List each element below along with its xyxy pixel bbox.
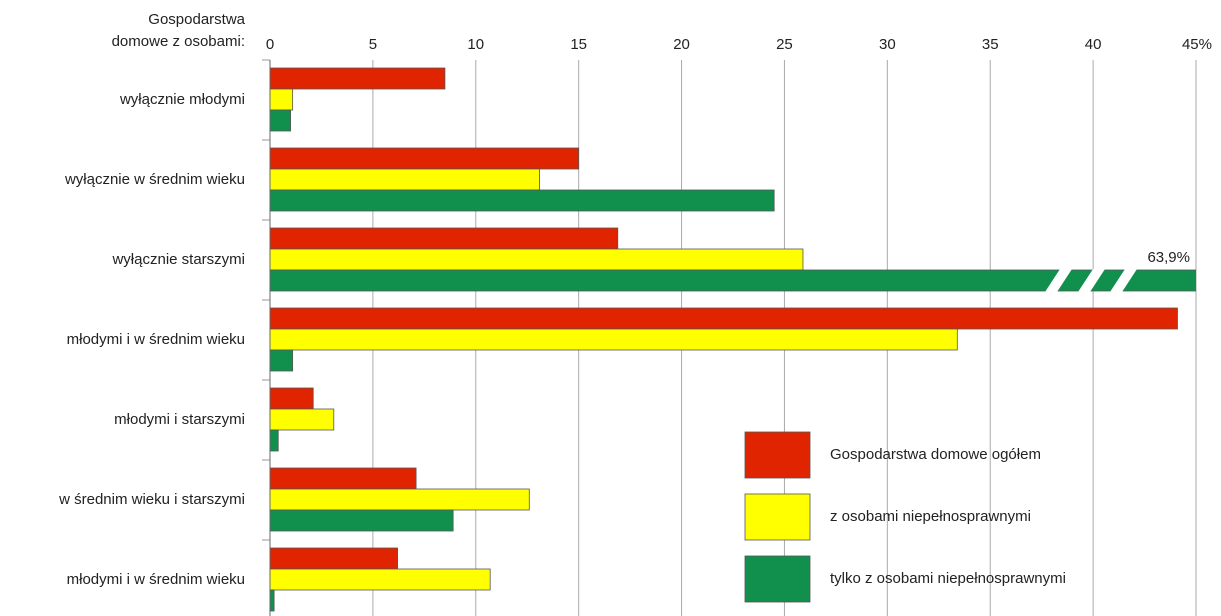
x-tick-label: 15: [570, 36, 587, 53]
bar: [269, 488, 530, 511]
legend-swatch: [744, 431, 811, 479]
bar: [269, 429, 279, 452]
bar: [269, 67, 446, 90]
bar: [269, 227, 619, 250]
x-tick-label: 5: [369, 36, 377, 53]
y-tick-label: w średnim wieku i starszymi: [58, 491, 245, 508]
legend-label: tylko z osobami niepełnosprawnymi: [830, 570, 1066, 587]
data-label: 63,9%: [1147, 249, 1190, 266]
x-tick-label: 40: [1085, 36, 1102, 53]
y-tick-label: wyłącznie starszymi: [111, 251, 245, 268]
plot-area: [269, 67, 1196, 612]
bar: [269, 408, 335, 431]
bar: [269, 509, 454, 532]
y-tick-label: wyłącznie w średnim wieku: [64, 171, 245, 188]
bar: [269, 547, 398, 570]
bar: [269, 189, 775, 212]
axis-break: [1045, 269, 1072, 292]
x-tick-label: 35: [982, 36, 999, 53]
bar: [269, 467, 417, 490]
bar: [269, 307, 1178, 330]
y-tick-label: młodymi i w średnim wieku: [67, 571, 245, 588]
x-tick-label: 20: [673, 36, 690, 53]
y-tick-label: młodymi i starszymi: [114, 411, 245, 428]
legend-swatch: [744, 493, 811, 541]
bar: [269, 147, 580, 170]
bar: [269, 168, 540, 191]
x-tick-label: 0: [266, 36, 274, 53]
y-tick-label: młodymi i w średnim wieku: [67, 331, 245, 348]
bar: [269, 88, 294, 111]
bar: [269, 589, 275, 612]
axis-title: domowe z osobami:: [112, 33, 245, 50]
y-tick-label: wyłącznie młodymi: [119, 91, 245, 108]
bar: [269, 109, 291, 132]
legend-label: z osobami niepełnosprawnymi: [830, 508, 1031, 525]
bar: [269, 269, 1196, 292]
x-tick-label: 45%: [1182, 36, 1212, 53]
axis-title: Gospodarstwa: [148, 11, 245, 28]
bar: [269, 387, 314, 410]
axis-break: [1110, 269, 1137, 292]
axis-break: [1078, 269, 1105, 292]
x-tick-label: 10: [467, 36, 484, 53]
bar: [269, 349, 294, 372]
x-tick-label: 30: [879, 36, 896, 53]
x-tick-label: 25: [776, 36, 793, 53]
legend-swatch: [744, 555, 811, 603]
bar: [269, 568, 491, 591]
legend-label: Gospodarstwa domowe ogółem: [830, 446, 1041, 463]
bar: [269, 328, 958, 351]
bar: [269, 248, 804, 271]
